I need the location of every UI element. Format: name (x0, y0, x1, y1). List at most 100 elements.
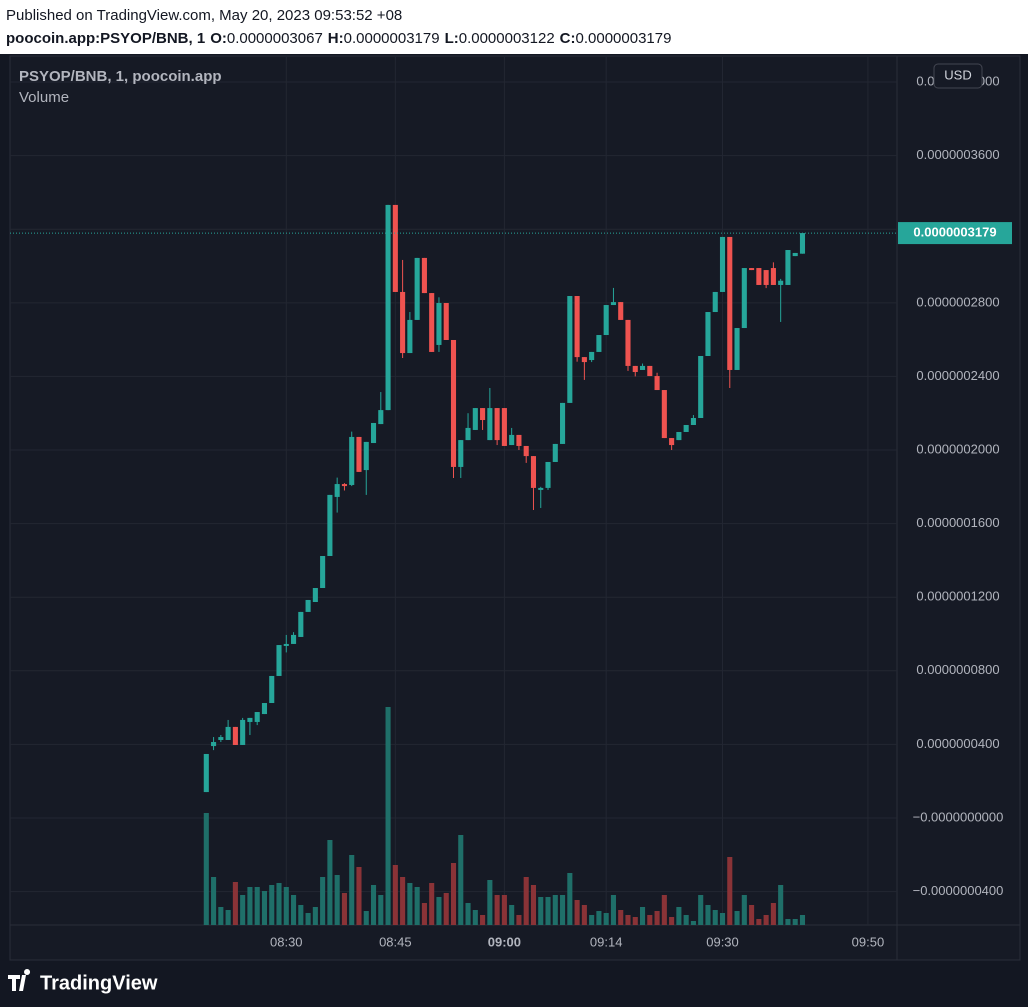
y-tick-label: 0.0000001600 (916, 515, 999, 530)
volume-bar (472, 910, 478, 925)
legend-volume: Volume (19, 89, 69, 106)
volume-bar (792, 919, 798, 925)
volume-bar (232, 882, 238, 925)
volume-bar (225, 910, 231, 925)
candle-body (545, 461, 551, 488)
candle-body (574, 296, 580, 358)
candle-body (669, 438, 675, 446)
volume-bar (312, 907, 318, 925)
volume-bar (320, 877, 326, 925)
candle-body (305, 599, 311, 612)
y-tick-label: 0.0000000400 (916, 736, 999, 751)
candle-body (276, 645, 282, 676)
candle-body (770, 268, 776, 285)
volume-bar (734, 911, 740, 925)
candle-body (370, 422, 377, 444)
volume-bar (581, 905, 587, 925)
candle-body (254, 712, 260, 722)
y-tick-label: 0.0000000800 (916, 662, 999, 677)
candle-body (683, 424, 689, 432)
candle-body (625, 319, 631, 366)
candle-body (269, 675, 275, 704)
candle-body (298, 611, 304, 637)
candle-body (349, 436, 355, 485)
candle-body (690, 417, 696, 425)
candle-body (501, 408, 507, 446)
candle-body (400, 291, 406, 354)
volume-bar (363, 911, 369, 925)
candle-body (385, 204, 391, 411)
candle-body (320, 555, 326, 589)
volume-bar (436, 897, 442, 925)
candle-body (523, 445, 529, 457)
last-price-label: 0.0000003179 (913, 225, 996, 240)
volume-bar (261, 891, 268, 925)
candle-body (778, 280, 784, 285)
candle-body (407, 319, 413, 354)
x-tick-label: 09:50 (852, 934, 885, 949)
candle-body (698, 355, 704, 418)
volume-bar (501, 895, 507, 925)
volume-bar (756, 919, 762, 925)
volume-bar (639, 907, 646, 925)
volume-bar (450, 863, 457, 925)
volume-bar (443, 893, 449, 925)
candle-body (458, 440, 464, 467)
ohlc-label: O: (210, 30, 227, 47)
candle-body (661, 390, 667, 439)
currency-box[interactable] (933, 63, 983, 89)
volume-bar (480, 915, 486, 925)
candle-body (763, 270, 769, 285)
logo-mark (8, 969, 31, 991)
candle-body (530, 456, 537, 488)
volume-bar (269, 885, 275, 925)
candle-body (603, 305, 609, 336)
volume-bar (465, 903, 471, 925)
volume-bar (589, 915, 595, 925)
candle-body (705, 312, 711, 356)
currency[interactable]: USD (944, 67, 971, 82)
x-tick-label: 08:30 (270, 934, 303, 949)
volume-bar (276, 883, 282, 925)
volume-bar (305, 913, 311, 925)
candle-body (341, 484, 347, 487)
volume-bar (654, 911, 660, 925)
candle-body (421, 257, 427, 294)
candle-body (211, 742, 217, 747)
volume-bar (683, 915, 689, 925)
volume-bar (516, 915, 522, 925)
volume-bar (218, 907, 224, 925)
candle-body (618, 302, 624, 320)
candle-body (392, 204, 398, 292)
candle-body (283, 643, 289, 646)
volume-bar (494, 895, 500, 925)
candle-body (291, 634, 297, 644)
volume-bar (560, 895, 566, 925)
volume-bar (778, 885, 784, 925)
logo: TradingView (8, 969, 158, 994)
candle-body (232, 726, 238, 745)
volume-bar (625, 915, 631, 925)
candles (203, 204, 806, 793)
candle-body (785, 250, 791, 285)
candle-body (247, 717, 253, 722)
candle-body (799, 233, 806, 254)
ohlc-value: 0.0000003067 (227, 30, 323, 47)
volume-bar (378, 895, 384, 925)
candle-body (567, 296, 573, 403)
candle-body (429, 293, 435, 352)
candle-body (741, 268, 747, 329)
candle-body (203, 753, 209, 793)
ohlc-label: C: (560, 30, 576, 47)
candle-body (494, 408, 500, 441)
volume-bar (254, 887, 260, 925)
x-tick-label: 09:30 (706, 934, 739, 949)
volume-bar (240, 895, 246, 925)
header-bg (0, 0, 1028, 54)
candle-body (450, 339, 457, 467)
volume-bar (749, 905, 755, 925)
x-tick-label: 09:14 (590, 934, 623, 949)
candle-body (363, 441, 369, 471)
